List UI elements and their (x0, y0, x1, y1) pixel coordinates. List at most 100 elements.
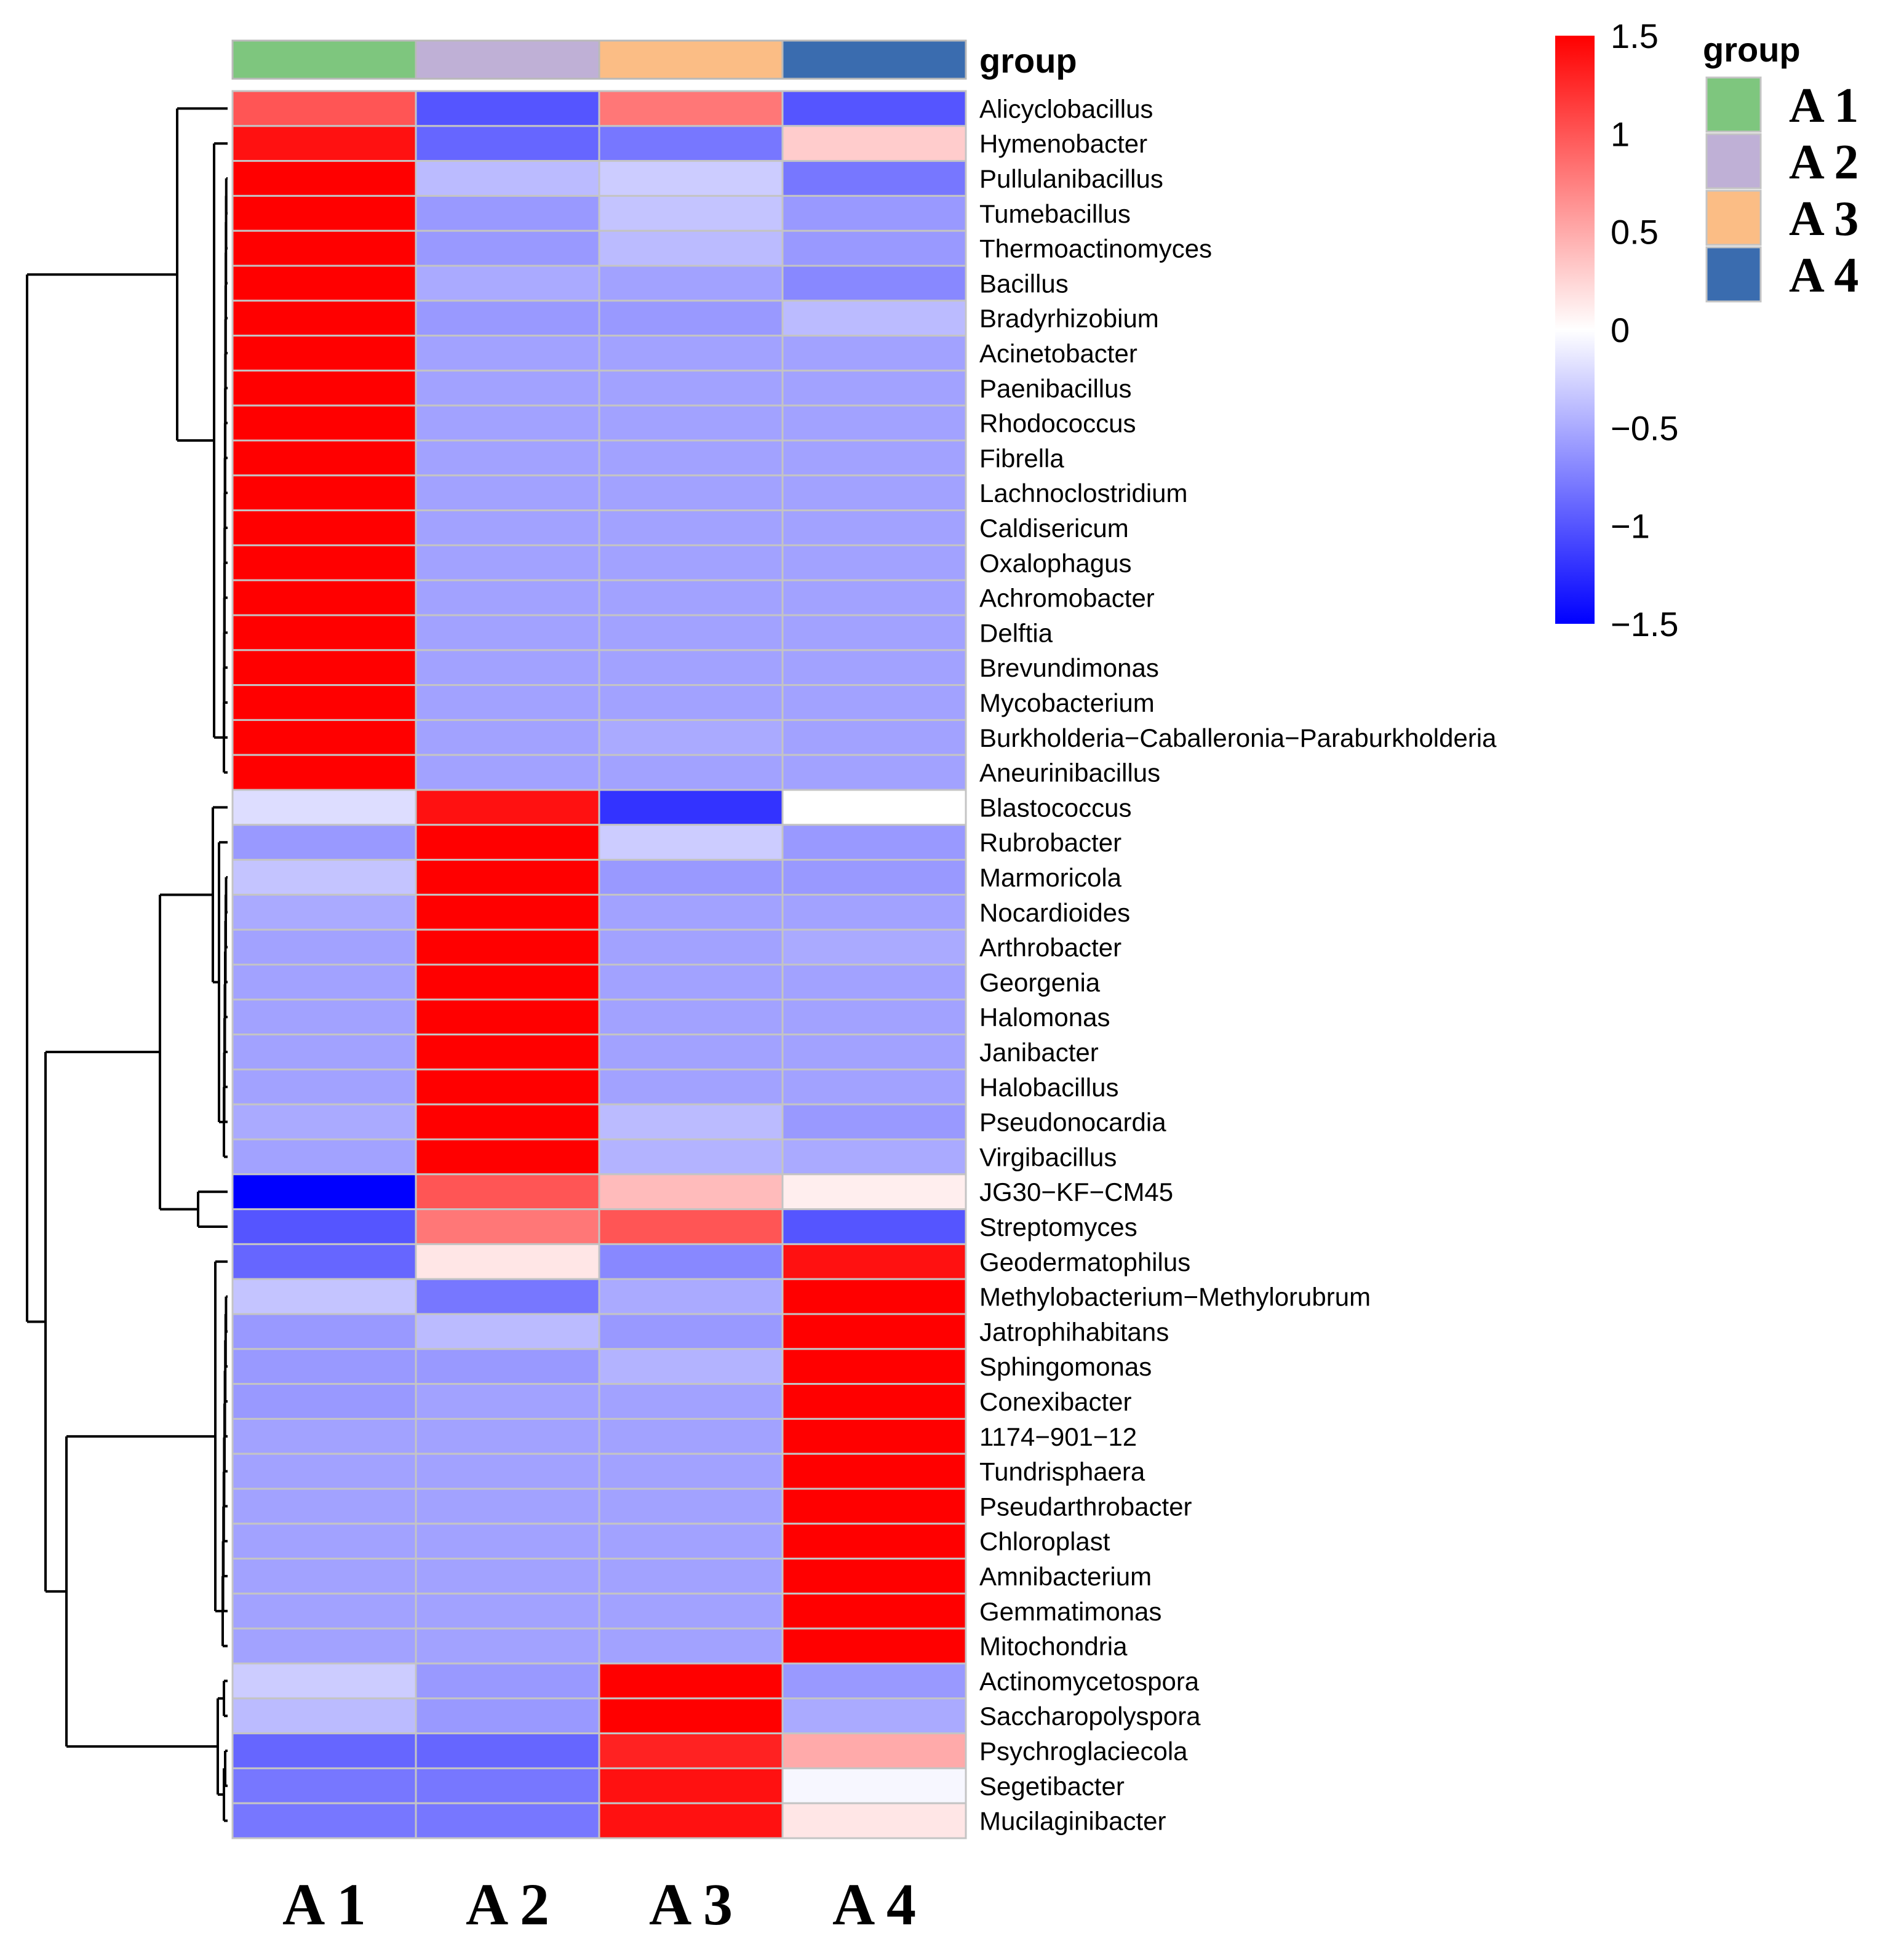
row-label: Conexibacter (979, 1387, 1131, 1416)
heatmap-cell (781, 509, 967, 546)
heatmap-cell (781, 1452, 967, 1490)
row-label: Thermoactinomyces (979, 234, 1212, 263)
heatmap-cell (231, 125, 417, 162)
heatmap-cell (781, 893, 967, 931)
group-legend-label: A 2 (1789, 135, 1858, 189)
heatmap-cell (415, 1103, 600, 1141)
row-label: Mycobacterium (979, 688, 1155, 717)
heatmap-cell (781, 229, 967, 267)
heatmap-cell (231, 893, 417, 931)
group-legend-label: A 4 (1789, 249, 1858, 303)
heatmap-cell (781, 1488, 967, 1525)
column-label: A 3 (649, 1871, 733, 1937)
heatmap-cell (781, 1208, 967, 1245)
heatmap-cell (415, 579, 600, 616)
heatmap-cell (781, 1767, 967, 1804)
row-label: Oxalophagus (979, 549, 1132, 578)
heatmap-cell (598, 1802, 784, 1839)
group-annotation-cell (231, 39, 417, 80)
row-label: Bacillus (979, 269, 1069, 298)
heatmap-cell (781, 579, 967, 616)
heatmap-cell (781, 1662, 967, 1700)
heatmap-cell (231, 1767, 417, 1804)
heatmap-cell (415, 1767, 600, 1804)
heatmap-cell (231, 1417, 417, 1455)
heatmap-cell (598, 1348, 784, 1385)
row-label: Chloroplast (979, 1527, 1110, 1556)
heatmap-cell (781, 1173, 967, 1211)
heatmap-cell (415, 1662, 600, 1700)
heatmap-cell (231, 404, 417, 442)
heatmap-cell (415, 229, 600, 267)
heatmap-cell (231, 928, 417, 966)
heatmap-cell (231, 754, 417, 791)
heatmap-cell (598, 1278, 784, 1315)
heatmap-cell (231, 265, 417, 302)
heatmap-cell (598, 509, 784, 546)
heatmap-cell (415, 125, 600, 162)
heatmap-cell (231, 1103, 417, 1141)
heatmap-cell (415, 1034, 600, 1070)
heatmap-cell (231, 579, 417, 616)
heatmap-cell (231, 544, 417, 581)
heatmap-cell (415, 859, 600, 896)
heatmap-cell (415, 369, 600, 407)
heatmap-cell (231, 998, 417, 1036)
row-label: Caldisericum (979, 514, 1129, 543)
heatmap-cell (781, 998, 967, 1036)
group-legend: group A 1A 2A 3A 4 (1703, 30, 1858, 303)
heatmap-cell (781, 1558, 967, 1595)
heatmap-cell (781, 1348, 967, 1385)
group-legend-swatch (1705, 76, 1762, 133)
heatmap-cell (598, 1662, 784, 1700)
heatmap-cell (415, 1592, 600, 1630)
heatmap-cell (598, 1313, 784, 1350)
heatmap-cell (415, 1627, 600, 1665)
heatmap-cell (415, 1383, 600, 1420)
heatmap-cell (781, 1068, 967, 1105)
row-label: Blastococcus (979, 793, 1131, 822)
heatmap-cell (231, 300, 417, 337)
row-label: Tundrisphaera (979, 1457, 1145, 1486)
heatmap-cell (598, 649, 784, 687)
heatmap-cell (415, 754, 600, 791)
group-annotation-cell (598, 39, 784, 80)
heatmap-cell (231, 229, 417, 267)
group-legend-swatch (1705, 133, 1762, 189)
heatmap-cell (781, 719, 967, 756)
heatmap-cell (231, 160, 417, 197)
row-label: Hymenobacter (979, 129, 1147, 158)
group-legend-swatch (1705, 189, 1762, 246)
heatmap-cell (781, 859, 967, 896)
heatmap-cell (415, 1278, 600, 1315)
heatmap-cell (231, 1523, 417, 1560)
heatmap-cell (231, 1558, 417, 1595)
row-label: Pseudonocardia (979, 1108, 1166, 1137)
heatmap-cell (415, 300, 600, 337)
group-annotation-cell (781, 39, 967, 80)
heatmap-cell (231, 1732, 417, 1769)
heatmap-cell (781, 1732, 967, 1769)
heatmap-cell (781, 369, 967, 407)
heatmap-cell (598, 998, 784, 1036)
group-legend-label: A 3 (1789, 192, 1858, 246)
heatmap-cell (598, 1173, 784, 1211)
heatmap-cell (231, 1627, 417, 1665)
heatmap-cell (415, 1558, 600, 1595)
heatmap-cell (415, 404, 600, 442)
heatmap-cell (781, 265, 967, 302)
heatmap-cell (231, 369, 417, 407)
heatmap-cell (781, 90, 967, 127)
heatmap-cell (598, 439, 784, 477)
heatmap-cell (415, 1243, 600, 1280)
heatmap-cell (415, 194, 600, 232)
row-label: Mucilaginibacter (979, 1807, 1166, 1836)
heatmap-cell (781, 649, 967, 687)
heatmap-cell (598, 1697, 784, 1735)
heatmap-cell (415, 544, 600, 581)
heatmap-cell (231, 1243, 417, 1280)
heatmap-cell (231, 1697, 417, 1735)
heatmap-cell (231, 1278, 417, 1315)
heatmap-cell (781, 789, 967, 826)
color-scale-tick-label: 0 (1611, 311, 1630, 349)
